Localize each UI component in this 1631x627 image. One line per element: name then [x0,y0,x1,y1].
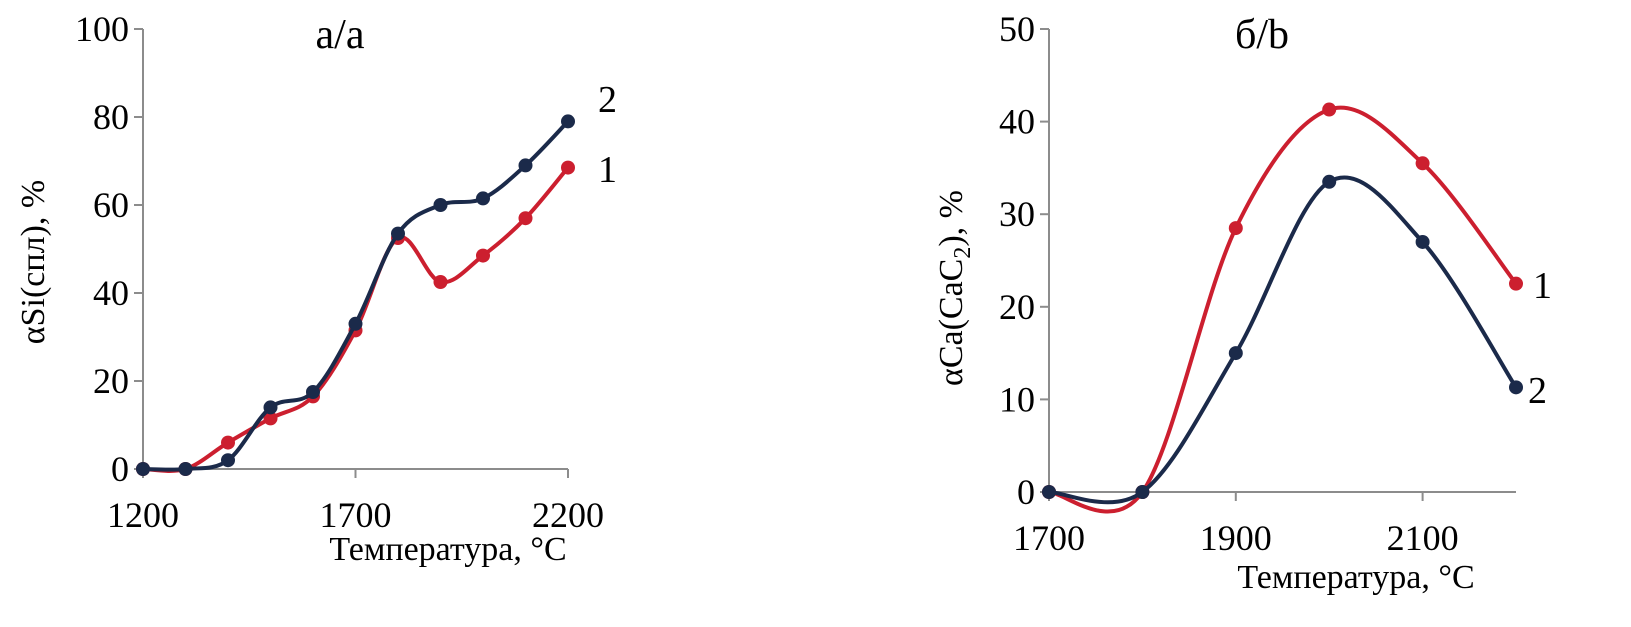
chart-b-title: б/b [1235,12,1289,58]
chart-b-tick-labels: 0 10 20 30 40 50 1700 1900 2100 [999,9,1459,558]
chart-a-ytick-label: 80 [93,97,129,137]
chart-b-series-1-line [1047,105,1518,514]
chart-a-series-2-point [561,114,575,129]
chart-a-series-2-point [476,191,490,206]
chart-b-series: 12 [1042,102,1552,514]
chart-a-ytick-label: 20 [93,361,129,401]
chart-a-series-2-point [136,462,150,476]
chart-a-series-2-label: 2 [598,79,617,121]
chart-b-series-2-point [1415,234,1430,249]
chart-b-ytick-label: 0 [1017,472,1035,512]
chart-b-series-2-point [1042,485,1056,499]
chart-a-series-2-point [221,453,235,468]
chart-b-xlabel: Температура, °С [1237,559,1474,596]
chart-b-ytick-label: 50 [999,9,1035,49]
chart-a-ylabel: αSi(спл), % [15,180,52,344]
chart-a-series-1-point [476,248,490,263]
chart-a-series-1-point [221,435,235,450]
chart-b-series-1-point [1509,276,1523,291]
chart-a-series: 12 [136,79,617,476]
chart-a-series-1-point [518,211,533,226]
chart-a-series-1-point [263,411,278,426]
chart-b-series-2-point [1135,485,1150,499]
chart-a-xtick-label: 1700 [320,495,392,535]
chart-a-series-2-line [141,119,570,472]
chart-a-title: а/a [316,12,365,58]
chart-b-ytick-label: 30 [999,194,1035,234]
chart-b-series-1-point [1322,102,1337,117]
chart-b-series-2-point [1228,346,1243,361]
chart-b-series-1-label: 1 [1533,265,1552,307]
chart-b-ylabel: αCa(CaC2), % [933,190,976,386]
chart-b-series-2-line [1047,175,1518,505]
chart-b-xtick-label: 2100 [1387,518,1459,558]
chart-a-xtick-label: 2200 [532,495,604,535]
chart-b: б/b αCa(CaC2), % Температура, °С 0 10 20 30… [933,9,1552,596]
chart-a-tick-labels: 0 20 40 60 80 100 1200 1700 2200 [75,9,604,535]
chart-a: а/a αSi(спл), % Температура, °С 0 20 40 60 8… [15,9,617,568]
chart-a-series-2-point [391,226,405,241]
chart-a-ytick-label: 60 [93,185,129,225]
chart-b-series-1-point [1228,221,1243,236]
chart-b-series-1-point [1415,156,1430,171]
chart-b-ytick-label: 40 [999,102,1035,142]
chart-a-axes [134,28,569,478]
chart-a-series-2-point [518,158,533,173]
chart-a-ytick-label: 40 [93,273,129,313]
chart-b-ytick-label: 10 [999,379,1035,419]
chart-b-series-2-point [1509,380,1523,395]
chart-a-series-2-point [306,385,320,399]
chart-b-series-2-label: 2 [1528,370,1547,412]
chart-a-series-1-label: 1 [598,149,617,191]
chart-a-series-2-point [263,400,278,415]
chart-b-xtick-label: 1900 [1200,518,1272,558]
chart-a-xlabel: Температура, °С [329,531,566,568]
chart-a-series-1-point [561,160,575,175]
chart-a-ytick-label: 100 [75,9,129,49]
chart-a-series-2-point [348,316,363,331]
chart-a-ytick-label: 0 [111,449,129,489]
chart-a-xtick-label: 1200 [107,495,179,535]
chart-a-series-2-point [178,462,193,476]
chart-b-ytick-label: 20 [999,287,1035,327]
chart-a-series-1-line [141,165,570,473]
chart-a-series-2-point [433,198,448,212]
chart-a-series-1-point [433,275,448,289]
chart-b-series-2-point [1322,174,1337,189]
chart-b-xtick-label: 1700 [1013,518,1085,558]
